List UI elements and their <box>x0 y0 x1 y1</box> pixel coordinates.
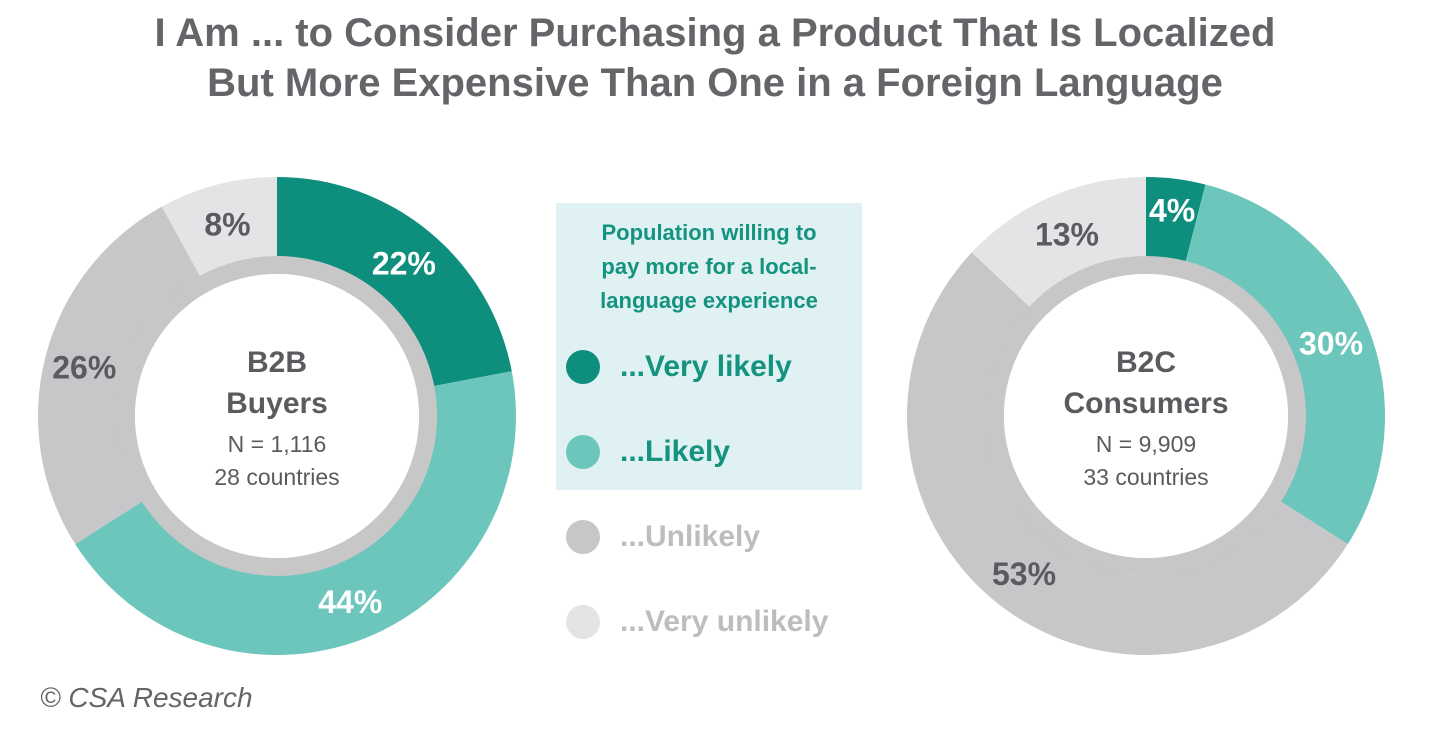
legend-item-very-unlikely: ...Very unlikely <box>566 602 828 642</box>
legend-item-likely: ...Likely <box>566 432 730 472</box>
b2b-slice-label-4: 8% <box>204 206 250 242</box>
legend-heading: Population willing to pay more for a loc… <box>556 216 862 318</box>
legend-heading-line-3: language experience <box>600 288 818 313</box>
b2c-slice-label-3: 53% <box>992 556 1056 592</box>
b2c-center-subtitle-line-2: 33 countries <box>1083 464 1208 490</box>
b2c-inner-ring <box>986 256 1306 576</box>
legend-label-likely: ...Likely <box>620 435 731 468</box>
legend-item-very-likely: ...Very likely <box>566 347 792 387</box>
b2b-center-title-line-2: Buyers <box>226 387 328 420</box>
b2c-slice-label-4: 13% <box>1035 216 1099 252</box>
legend-highlight-box <box>556 203 862 490</box>
legend-label-very-unlikely: ...Very unlikely <box>620 605 829 638</box>
legend-dot-likely <box>566 435 600 469</box>
b2c-slice-2 <box>1185 184 1385 545</box>
b2b-buyers-donut-chart: 22% 44% 26% 8% B2B Buyers N = 1,116 28 countrie… <box>38 177 516 655</box>
chart-title-line-2: But More Expensive Than One in a Foreign… <box>207 61 1223 105</box>
copyright-credit: © CSA Research <box>40 682 253 713</box>
b2b-center <box>135 274 419 558</box>
legend-label-unlikely: ...Unlikely <box>620 520 761 553</box>
b2b-slice-4 <box>161 177 277 276</box>
b2b-inner-ring <box>117 256 437 576</box>
legend-heading-line-1: Population willing to <box>601 220 817 245</box>
b2b-center-title-line-1: B2B <box>247 346 307 379</box>
b2b-center-subtitle-line-1: N = 1,116 <box>228 431 327 457</box>
b2c-center-title-line-2: Consumers <box>1063 387 1228 420</box>
legend-dot-very-unlikely <box>566 605 600 639</box>
chart-title-line-1: I Am ... to Consider Purchasing a Produc… <box>154 11 1276 55</box>
chart-title: I Am ... to Consider Purchasing a Produc… <box>0 8 1430 108</box>
b2b-center-subtitle-line-2: 28 countries <box>214 464 339 490</box>
b2c-center <box>1004 274 1288 558</box>
b2c-center-subtitle-line-1: N = 9,909 <box>1096 431 1196 457</box>
b2b-slice-1 <box>277 177 512 387</box>
legend-dot-unlikely <box>566 520 600 554</box>
legend-label-very-likely: ...Very likely <box>620 350 792 383</box>
b2c-slice-label-2: 30% <box>1299 326 1363 362</box>
b2c-slice-1 <box>1146 177 1206 262</box>
b2b-slice-label-1: 22% <box>372 246 436 282</box>
legend-heading-line-2: pay more for a local- <box>601 254 817 279</box>
b2b-slice-3 <box>38 206 200 545</box>
b2c-slice-3 <box>906 252 1348 656</box>
b2c-slice-label-1: 4% <box>1149 193 1195 229</box>
legend-dot-very-likely <box>566 350 600 384</box>
b2b-slice-label-2: 44% <box>318 584 382 620</box>
b2b-slice-2 <box>75 371 516 655</box>
legend-item-unlikely: ...Unlikely <box>566 517 760 557</box>
b2c-slice-4 <box>971 177 1146 307</box>
b2c-center-title-line-1: B2C <box>1116 346 1176 379</box>
b2b-slice-label-3: 26% <box>52 350 116 386</box>
